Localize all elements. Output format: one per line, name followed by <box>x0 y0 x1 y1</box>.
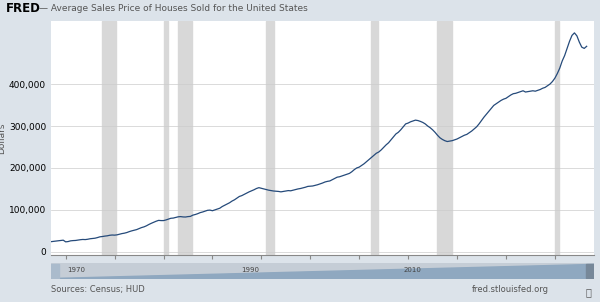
Bar <box>266 21 274 255</box>
Bar <box>103 21 116 255</box>
Bar <box>164 21 169 255</box>
Bar <box>437 21 452 255</box>
Polygon shape <box>51 265 594 279</box>
Bar <box>371 21 378 255</box>
Text: ⛶: ⛶ <box>585 288 591 297</box>
Y-axis label: Dollars: Dollars <box>0 122 6 154</box>
Text: 2010: 2010 <box>404 267 422 273</box>
Text: FRED: FRED <box>6 2 41 15</box>
Text: 1990: 1990 <box>241 267 259 273</box>
Bar <box>586 265 594 278</box>
Bar <box>555 21 559 255</box>
Bar <box>51 265 59 278</box>
Text: — Average Sales Price of Houses Sold for the United States: — Average Sales Price of Houses Sold for… <box>39 4 308 13</box>
Bar <box>178 21 192 255</box>
Text: 1970: 1970 <box>67 267 85 273</box>
Text: fred.stlouisfed.org: fred.stlouisfed.org <box>472 285 549 294</box>
Text: Sources: Census; HUD: Sources: Census; HUD <box>51 285 145 294</box>
